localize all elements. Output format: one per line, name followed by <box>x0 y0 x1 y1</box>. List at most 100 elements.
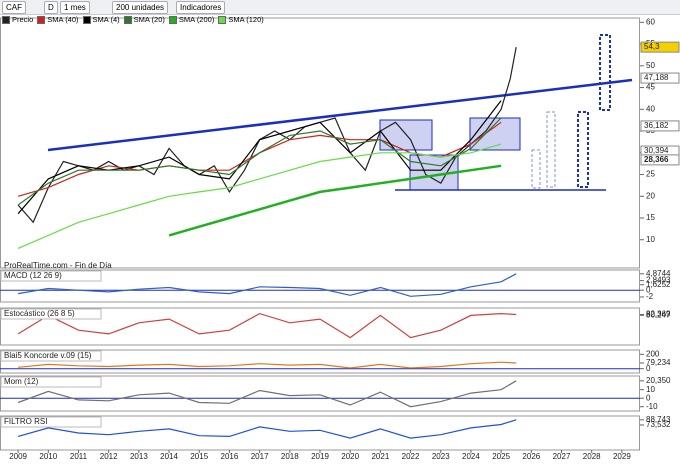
projection <box>599 34 611 111</box>
panel-label-box <box>0 270 102 282</box>
x-tick-label: 2021 <box>371 452 389 461</box>
series-line <box>17 117 502 206</box>
trend-line <box>47 78 633 152</box>
legend-item[interactable]: SMA (4) <box>82 15 120 25</box>
y-tick-label: 10 <box>646 385 655 394</box>
y-tick-label: 200 <box>646 349 660 358</box>
y-tick-label: 0 <box>646 285 651 294</box>
price-tag <box>640 41 680 53</box>
panel-title: FILTRO RSI <box>4 417 47 426</box>
x-tick-label: 2025 <box>492 452 510 461</box>
price-tag-label: 36,182 <box>644 121 669 130</box>
legend-label: SMA (20) <box>133 15 165 24</box>
period-button[interactable]: 1 mes <box>60 1 90 14</box>
panel-frame <box>0 17 640 269</box>
projection <box>531 149 541 189</box>
legend-swatch <box>168 16 177 25</box>
panel-title: MACD (12 26 9) <box>4 271 62 280</box>
y-tick-label: 2,8493 <box>646 276 671 285</box>
price-tag-label: 30,394 <box>644 146 669 155</box>
y-tick-label: 0 <box>646 364 651 373</box>
x-tick-label: 2015 <box>190 452 208 461</box>
panel-title: Mom (12) <box>4 377 39 386</box>
toolbar: CAF D 1 mes 200 unidades Indicadores <box>0 0 680 15</box>
y-tick-label: 4,8744 <box>646 269 671 278</box>
panel-frame <box>0 375 640 412</box>
x-tick-label: 2026 <box>522 452 540 461</box>
x-tick-label: 2009 <box>9 452 27 461</box>
legend: Precio SMA (40) SMA (4) SMA (20) SMA (200) SM… <box>2 15 264 25</box>
price-tag <box>640 72 680 84</box>
legend-label: SMA (40) <box>47 15 79 24</box>
series-line <box>18 273 517 297</box>
legend-item[interactable]: SMA (200) <box>168 15 215 25</box>
legend-item[interactable]: SMA (40) <box>37 15 79 25</box>
x-tick-label: 2028 <box>583 452 601 461</box>
panel-title: Estocástico (26 8 5) <box>4 309 75 318</box>
x-tick-label: 2027 <box>553 452 571 461</box>
legend-swatch <box>123 16 132 25</box>
projection <box>577 111 589 188</box>
y-tick-label: 20,350 <box>646 376 671 385</box>
x-tick-label: 2029 <box>613 452 631 461</box>
panel-frame <box>0 307 640 346</box>
x-tick-label: 2023 <box>432 452 450 461</box>
legend-swatch <box>37 16 46 25</box>
y-tick-label: 15 <box>646 213 655 222</box>
price-tag-label: 28,366 <box>644 155 669 164</box>
y-tick-label: 0 <box>646 393 651 402</box>
drawings <box>47 34 633 191</box>
legend-swatch <box>218 16 227 25</box>
projection <box>546 111 556 188</box>
legend-label: SMA (4) <box>92 15 120 24</box>
series-line <box>17 100 502 215</box>
y-tick-label: 80,247 <box>646 310 671 319</box>
x-tick-label: 2019 <box>311 452 329 461</box>
y-tick-label: 1,6252 <box>646 280 671 289</box>
series-line <box>17 312 517 339</box>
x-tick-label: 2017 <box>251 452 269 461</box>
y-tick-label: 20 <box>646 191 655 200</box>
series-line <box>17 143 502 249</box>
units-button[interactable]: 200 unidades <box>112 1 169 14</box>
y-tick-label: 82,369 <box>646 310 671 319</box>
x-tick-label: 2016 <box>221 452 239 461</box>
price-tag-label: 47,188 <box>644 73 669 82</box>
y-tick-label: 73,532 <box>646 420 671 429</box>
panel-label-box <box>0 416 102 428</box>
x-tick-label: 2012 <box>100 452 118 461</box>
legend-item[interactable]: SMA (20) <box>123 15 165 25</box>
symbol-button[interactable]: CAF <box>2 1 26 14</box>
y-tick-label: 45 <box>646 83 655 92</box>
chart-note: ProRealTime.com - Fin de Día <box>4 261 112 270</box>
legend-item[interactable]: SMA (120) <box>218 15 264 25</box>
series-line <box>17 419 517 439</box>
y-tick-label: 79,234 <box>646 358 671 367</box>
y-tick-label: 50 <box>646 61 655 70</box>
zone <box>469 117 521 151</box>
x-tick-label: 2022 <box>402 452 420 461</box>
legend-item[interactable]: Precio <box>2 15 33 25</box>
indicators-button[interactable]: Indicadores <box>176 1 226 14</box>
panel-frame <box>0 269 640 303</box>
price-tag-label: 54,3 <box>644 42 660 51</box>
legend-label: SMA (120) <box>228 15 264 24</box>
legend-swatch <box>82 16 91 25</box>
panel-title: Blai5 Koncorde v.09 (15) <box>4 351 92 360</box>
y-tick-label: 88,743 <box>646 415 671 424</box>
legend-swatch <box>2 16 10 25</box>
series-line <box>18 361 517 369</box>
y-tick-label: 25 <box>646 170 655 179</box>
price-tag <box>640 120 680 132</box>
y-tick-label: -2 <box>646 292 654 301</box>
series-line <box>17 380 517 408</box>
x-tick-label: 2024 <box>462 452 480 461</box>
x-tick-label: 2018 <box>281 452 299 461</box>
legend-label: SMA (200) <box>178 15 215 24</box>
mode-button[interactable]: D <box>44 1 58 14</box>
price-tag <box>640 154 680 166</box>
y-tick-label: 60 <box>646 17 655 26</box>
